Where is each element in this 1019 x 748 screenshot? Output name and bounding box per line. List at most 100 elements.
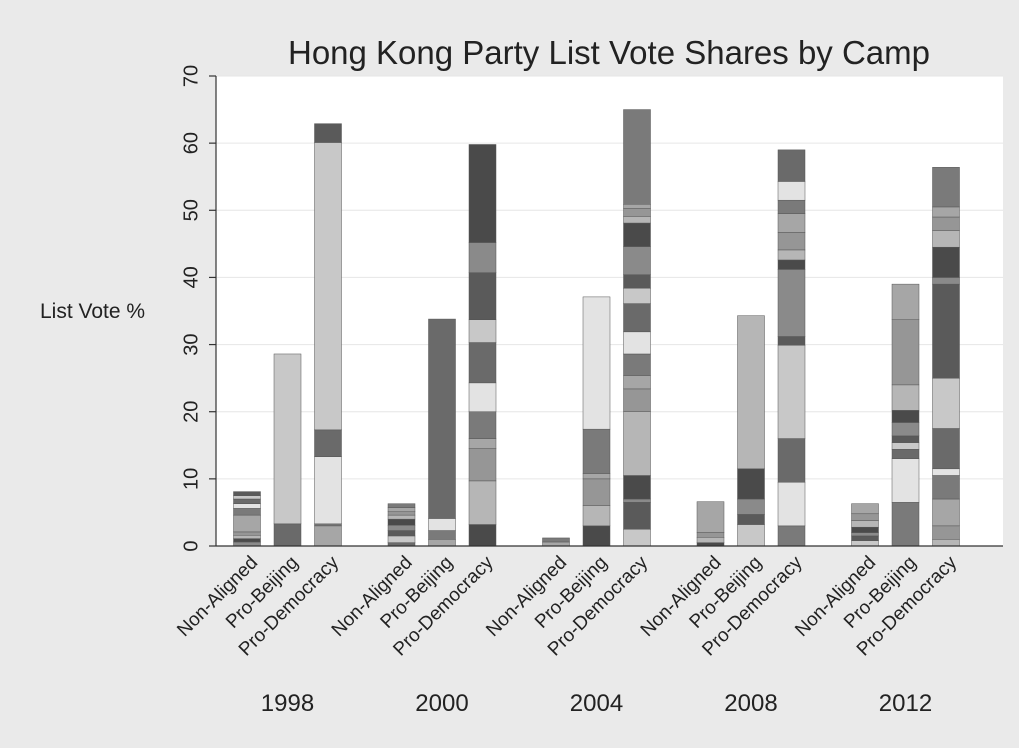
bar-group-2000 (387, 144, 497, 547)
bar-segment (777, 336, 806, 346)
bar-segment (891, 442, 920, 450)
bar-segment (314, 123, 342, 143)
bar-segment (428, 539, 456, 547)
bar-group-2004 (542, 109, 651, 547)
bar-segment (623, 528, 651, 547)
bar-segment (932, 246, 960, 278)
bar-segment (932, 468, 960, 476)
bar-segment (623, 222, 651, 247)
bar-segment (623, 502, 651, 530)
bar-segment (387, 518, 416, 526)
bar-segment (233, 535, 261, 539)
bar-segment (932, 539, 960, 547)
y-tick-label: 40 (180, 266, 202, 288)
bar-segment (468, 342, 497, 384)
bar-segment (468, 438, 497, 449)
year-label: 2008 (724, 690, 777, 717)
y-tick-label: 30 (180, 333, 202, 355)
bar-segment (273, 353, 302, 525)
bar-segment (851, 540, 879, 547)
bar-segment (233, 503, 261, 509)
bar-segment (696, 532, 725, 538)
x-category-labels: Non-AlignedPro-BeijingPro-DemocracyNon-A… (173, 552, 961, 661)
bar-segment (623, 475, 651, 500)
bar-segment (891, 449, 920, 459)
bar-segment (851, 513, 879, 521)
bar-segment (468, 272, 497, 320)
bar-segment (891, 283, 920, 320)
bar-segment (233, 538, 261, 543)
bar-segment (387, 535, 416, 543)
year-label: 2012 (879, 690, 932, 717)
bar-segment (623, 411, 651, 476)
y-ticks: 0 10 20 30 40 50 60 70 (180, 65, 216, 552)
bar-segment (468, 144, 497, 243)
bar-group-1998 (233, 123, 342, 547)
bar-segment (387, 514, 416, 520)
bar-segment (387, 524, 416, 531)
bar-segment (387, 530, 416, 537)
bar-segment (542, 537, 570, 543)
bar-segment (387, 503, 416, 508)
bar-segment (623, 303, 651, 333)
bar-segment (468, 411, 497, 439)
bar-segment (623, 287, 651, 304)
bar-group-2008 (696, 149, 806, 547)
bar-segment (314, 429, 342, 457)
bar-segment (737, 468, 765, 500)
bar-segment (777, 232, 806, 251)
bar-segment (233, 498, 261, 504)
bar-segment (737, 524, 765, 547)
bar-segment (582, 505, 611, 527)
bar-segment (932, 230, 960, 248)
bar-segment (891, 384, 920, 411)
bar-segment (851, 520, 879, 528)
bar-segment (932, 216, 960, 231)
y-axis-label: List Vote % (40, 300, 145, 323)
bars (233, 109, 960, 547)
bar-segment (777, 438, 806, 483)
y-tick-label: 70 (180, 65, 202, 87)
bar-segment (737, 315, 765, 470)
bar-segment (468, 242, 497, 273)
bar-segment (542, 541, 570, 547)
bar-segment (777, 149, 806, 182)
bar-segment (851, 535, 879, 541)
bar-segment (233, 495, 261, 500)
bar-segment (623, 203, 651, 209)
bar-segment (932, 498, 960, 527)
bar-segment (468, 480, 497, 525)
bar-segment (932, 377, 960, 429)
bar-segment (696, 537, 725, 543)
bar-segment (273, 523, 302, 547)
y-tick-label: 60 (180, 132, 202, 154)
bar-segment (582, 296, 611, 430)
bar-segment (696, 501, 725, 533)
bar-segment (777, 249, 806, 261)
bar-segment (623, 274, 651, 289)
bar-segment (582, 428, 611, 474)
bar-segment (851, 526, 879, 533)
y-tick-label: 20 (180, 401, 202, 423)
year-label: 2004 (570, 690, 623, 717)
bar-segment (314, 523, 342, 527)
bar-segment (623, 498, 651, 503)
bar-segment (623, 216, 651, 224)
bar-segment (233, 491, 261, 496)
bar-segment (777, 213, 806, 233)
bar-segment (891, 435, 920, 443)
bar-segment (737, 498, 765, 515)
bar-segment (468, 382, 497, 412)
bar-segment (314, 456, 342, 525)
bar-segment (851, 532, 879, 537)
bar-group-2012 (851, 167, 960, 547)
bar-segment (233, 508, 261, 516)
y-tick-label: 10 (180, 468, 202, 490)
bar-segment (233, 541, 261, 547)
bar-segment (891, 410, 920, 423)
year-labels: 1998 2000 2004 2008 2012 (261, 690, 932, 717)
bar-segment (468, 448, 497, 482)
bar-segment (623, 109, 651, 205)
bar-segment (932, 428, 960, 470)
bar-segment (623, 388, 651, 412)
